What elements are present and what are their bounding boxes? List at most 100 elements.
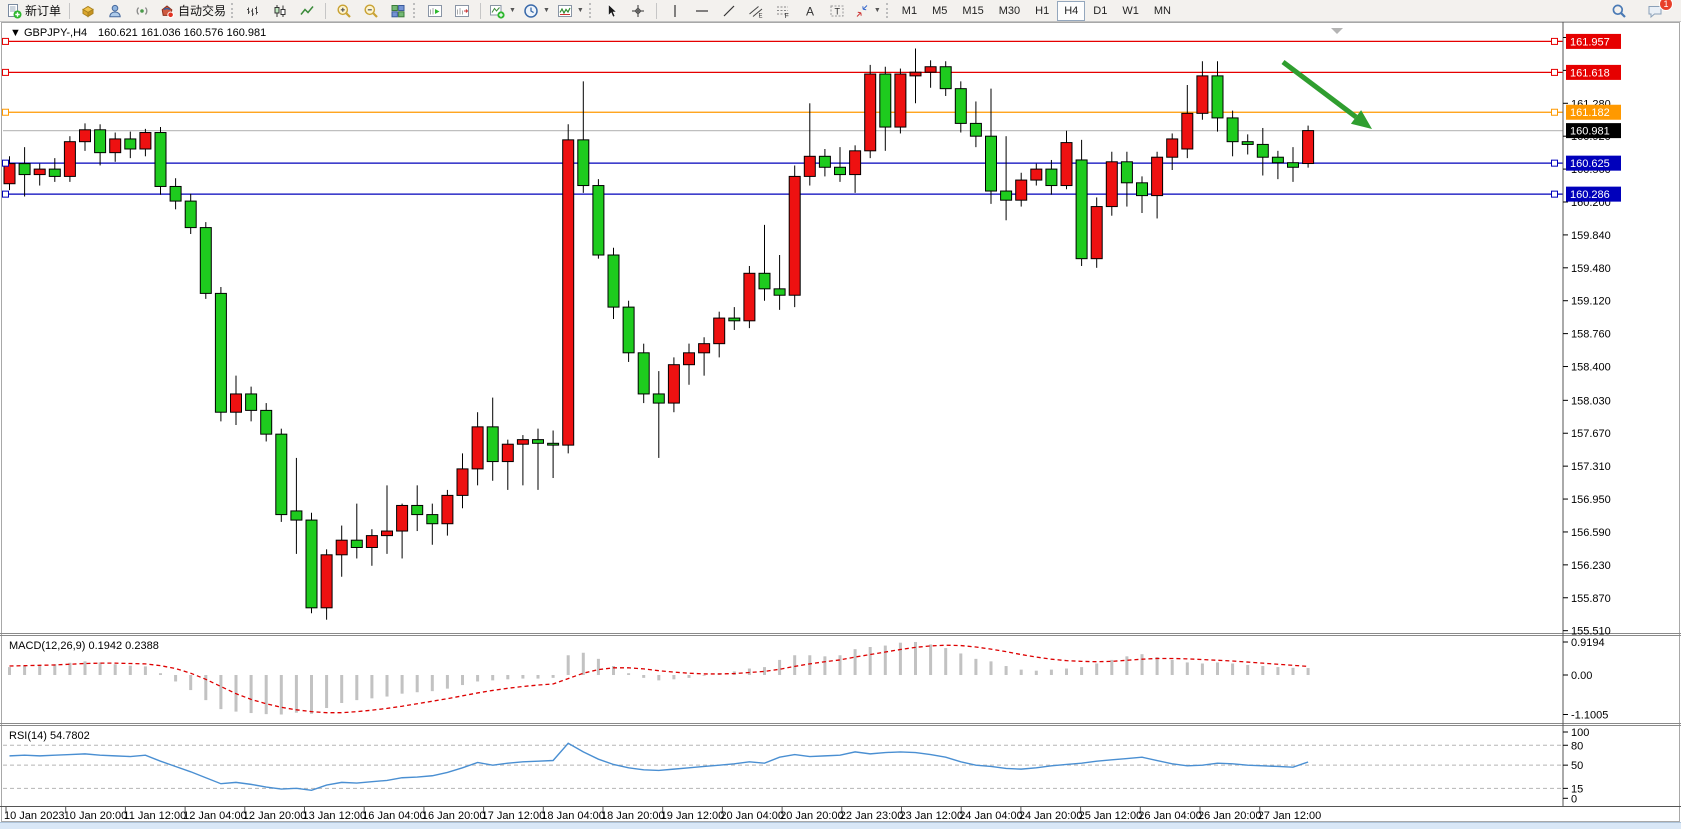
bear-candle	[305, 519, 318, 609]
dropdown-arrow-icon[interactable]: ▼	[509, 7, 516, 14]
rsi-axis-label: 80	[1571, 740, 1583, 752]
mql-community-button[interactable]	[129, 0, 155, 22]
support-line-handle[interactable]	[2, 159, 9, 167]
support-line-handle[interactable]	[1551, 159, 1558, 167]
time-axis-label: 10 Jan 2023	[4, 810, 65, 822]
timeframe-button-d1[interactable]: D1	[1093, 4, 1108, 17]
price-badge-label: 160.286	[1570, 189, 1610, 201]
arrows-tool-button[interactable]: ▼	[851, 0, 884, 22]
macd-pane: 0.9194 0.00 -1.1005	[8, 637, 1608, 722]
timeframe-button-m30[interactable]: M30	[998, 4, 1021, 17]
timeframe-button-h1[interactable]: H1	[1035, 4, 1050, 17]
support-line-lower-handle[interactable]	[2, 190, 9, 198]
rsi-axis-label: 15	[1571, 783, 1583, 795]
text-label-tool-button[interactable]: T	[824, 0, 850, 22]
bull-candle	[743, 272, 756, 322]
time-axis-label: 18 Jan 20:00	[601, 810, 665, 822]
bear-candle	[607, 254, 620, 308]
bull-candle	[335, 539, 348, 556]
chart-shift-icon	[455, 4, 470, 17]
new-order-button[interactable]: 新订单	[3, 0, 64, 22]
time-axis-label: 16 Jan 04:00	[362, 810, 426, 822]
price-axis-label: 155.510	[1571, 626, 1611, 638]
collapse-icon[interactable]: ▼	[10, 27, 21, 39]
candle-chart-mode-button[interactable]	[267, 0, 293, 22]
navigator-button[interactable]	[102, 0, 128, 22]
trend-arrow-annotation[interactable]	[1281, 60, 1372, 129]
dropdown-arrow-icon[interactable]: ▼	[542, 7, 550, 14]
vertical-line-tool-button[interactable]	[662, 0, 688, 22]
zoom-in-button[interactable]	[331, 0, 357, 22]
time-axis-label: 18 Jan 04:00	[541, 810, 605, 822]
timeframe-button-m5[interactable]: M5	[932, 4, 948, 17]
bull-candle	[1030, 168, 1043, 181]
time-axis-label: 24 Jan 04:00	[959, 810, 1023, 822]
price-axis[interactable]: 162.000161.640161.280160.920160.560160.2…	[1563, 32, 1611, 638]
dropdown-arrow-icon[interactable]: ▼	[873, 7, 881, 14]
price-axis-label: 158.760	[1571, 329, 1611, 341]
text-tool-button[interactable]: A	[797, 0, 823, 22]
support-line-lower-handle[interactable]	[1551, 190, 1558, 198]
bull-candle	[683, 352, 695, 366]
line-chart-mode-button[interactable]	[294, 0, 320, 22]
market-watch-button[interactable]	[75, 0, 101, 22]
horizontal-line-tool-button[interactable]	[689, 0, 715, 22]
resistance-line-handle[interactable]	[1551, 68, 1558, 76]
timeframe-button-m15[interactable]: M15	[962, 4, 984, 17]
bear-candle	[275, 433, 288, 516]
bear-candle	[939, 66, 952, 90]
chart-shift-button[interactable]	[449, 0, 475, 22]
price-axis-label: 158.030	[1571, 395, 1611, 407]
bull-candle	[894, 73, 907, 128]
rsi-axis-label: 0	[1571, 793, 1577, 805]
bear-candle	[879, 73, 892, 128]
timeframe-button-m1[interactable]: M1	[901, 4, 918, 17]
timeframe-button-w1[interactable]: W1	[1122, 4, 1139, 17]
cursor-tool-button[interactable]	[598, 0, 624, 22]
chart-title-ohlc: 160.621 161.036 160.576 160.981	[98, 27, 266, 39]
bear-candle	[547, 442, 560, 446]
bull-candle	[1151, 156, 1164, 197]
bar-chart-mode-button[interactable]	[240, 0, 266, 22]
bear-candle	[214, 292, 227, 413]
search-icon	[1612, 4, 1626, 18]
toolbar-right-group: 1	[1606, 0, 1678, 22]
dropdown-arrow-icon[interactable]: ▼	[576, 7, 584, 14]
bear-candle	[758, 272, 771, 290]
resistance-line-handle[interactable]	[2, 68, 9, 76]
price-badge-label: 161.182	[1570, 107, 1610, 119]
zoom-out-button[interactable]	[358, 0, 384, 22]
notification-badge: 1	[1659, 0, 1673, 11]
time-axis-label: 12 Jan 04:00	[183, 810, 247, 822]
bear-candle	[1136, 182, 1148, 197]
new-order-button-label: 新订单	[25, 4, 62, 18]
trendline-tool-button[interactable]	[716, 0, 742, 22]
bear-candle	[1000, 190, 1013, 201]
indicator-list-button[interactable]: ▼	[554, 0, 587, 22]
profiles-button[interactable]: ▼	[520, 0, 553, 22]
bull-candle	[909, 71, 922, 77]
time-axis-label: 27 Jan 12:00	[1258, 810, 1322, 822]
new-chart-button[interactable]: ▼	[486, 0, 519, 22]
fibonacci-tool-button[interactable]: F	[770, 0, 796, 22]
bear-candle	[532, 439, 544, 444]
bear-candle	[577, 139, 590, 187]
pivot-line-orange-handle[interactable]	[2, 108, 9, 116]
pivot-line-orange-handle[interactable]	[1551, 108, 1558, 116]
resistance-line-upper-handle[interactable]	[2, 37, 9, 45]
auto-trading-button[interactable]: 自动交易	[156, 0, 229, 22]
timeframe-button-h4[interactable]: H4	[1057, 0, 1086, 21]
bear-candle	[154, 132, 167, 187]
search-button[interactable]	[1606, 0, 1632, 22]
timeframe-button-mn[interactable]: MN	[1153, 4, 1171, 17]
resistance-line-upper-handle[interactable]	[1551, 37, 1558, 45]
chart-shift-marker-icon[interactable]	[1331, 28, 1343, 34]
notifications-button[interactable]: 1	[1642, 0, 1673, 22]
tile-windows-button[interactable]	[385, 0, 411, 22]
auto-scroll-button[interactable]	[422, 0, 448, 22]
bull-candle	[1060, 142, 1073, 187]
channel-tool-button[interactable]: E	[743, 0, 769, 22]
crosshair-tool-button[interactable]	[625, 0, 651, 22]
